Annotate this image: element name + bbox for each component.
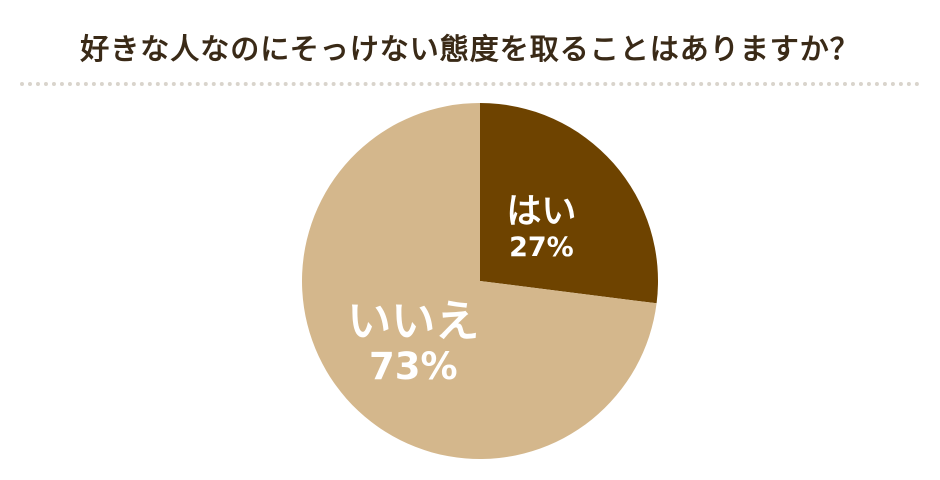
slice-name-label-1: はい xyxy=(506,192,576,232)
slice-value-label-2: 73% xyxy=(369,345,458,388)
pie-slice-2 xyxy=(302,103,657,459)
pie-slices xyxy=(302,103,658,459)
slice-value-label-1: 27% xyxy=(509,232,574,263)
pie-slice-1 xyxy=(480,103,658,304)
slice-name-label-2: いいえ xyxy=(347,296,479,347)
chart-title: 好きな人なのにそっけない態度を取ることはありますか？ xyxy=(80,32,860,66)
title-divider xyxy=(20,82,920,86)
